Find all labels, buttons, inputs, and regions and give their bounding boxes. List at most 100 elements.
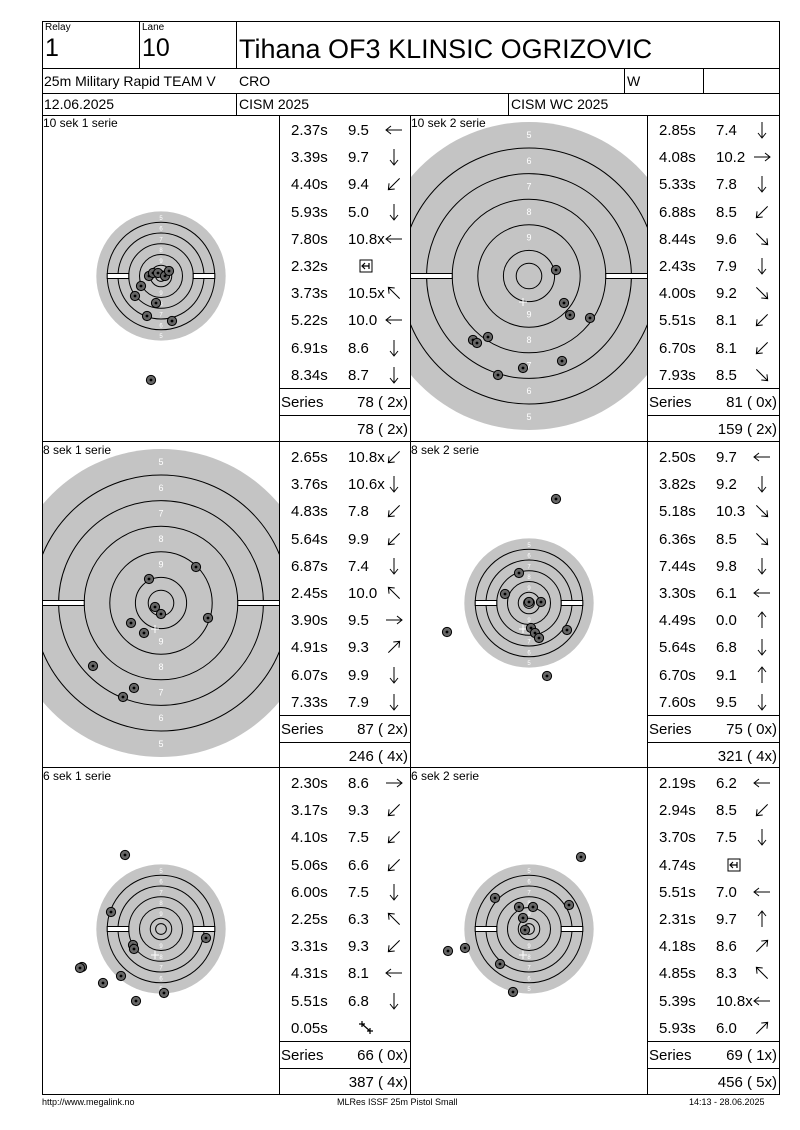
shot-score: 8.6: [716, 938, 737, 956]
shot-direction: [383, 935, 405, 957]
shot-direction: [751, 528, 773, 550]
svg-text:9: 9: [159, 291, 163, 297]
shot-time: 5.51s: [659, 312, 696, 330]
direction-arrow-icon: [755, 804, 769, 817]
shot-direction: [383, 364, 405, 386]
shot-hole: [141, 310, 153, 322]
shot-score: 8.5: [716, 366, 737, 384]
shot-direction: [383, 555, 405, 577]
divider: [279, 768, 280, 1094]
shot-direction: [383, 826, 405, 848]
shot-hole: [541, 670, 553, 682]
svg-text:5: 5: [158, 457, 163, 467]
direction-arrow-icon: [757, 829, 767, 847]
svg-text:9: 9: [527, 912, 531, 918]
direction-arrow-icon: [385, 125, 402, 135]
shot-score: 10.8x: [348, 449, 385, 466]
shot-time: 4.18s: [659, 938, 696, 956]
shot-direction: [383, 173, 405, 195]
direction-arrow-icon: [387, 178, 401, 191]
shot-score: 7.4: [348, 557, 369, 575]
direction-arrow-icon: [757, 639, 767, 657]
shot-score: 7.5: [716, 829, 737, 847]
direction-arrow-icon: [755, 368, 769, 382]
shot-time: 4.00s: [659, 285, 696, 303]
shot-direction: [751, 691, 773, 713]
shot-hole: [494, 958, 506, 970]
direction-arrow-icon: [755, 341, 769, 354]
shot-time: 4.49s: [659, 612, 696, 630]
divider: [279, 115, 280, 441]
shot-time: 4.85s: [659, 965, 696, 983]
direction-arrow-icon: [389, 476, 399, 493]
shot-direction: [751, 582, 773, 604]
series-title: 8 sek 1 serie: [43, 443, 112, 457]
running-total: 321 ( 4x): [717, 748, 777, 765]
series-total: 75 ( 0x): [726, 721, 777, 738]
shot-hole: [507, 986, 519, 998]
shot-direction: [383, 962, 405, 984]
svg-text:5: 5: [527, 987, 531, 993]
svg-text:8: 8: [159, 302, 163, 308]
shot-score: 9.9: [348, 530, 369, 548]
direction-arrow-icon: [753, 887, 770, 897]
svg-text:8: 8: [526, 207, 531, 217]
direction-arrow-icon: [389, 883, 399, 901]
shot-direction: [383, 908, 405, 930]
shot-score: 9.7: [716, 911, 737, 928]
shot-hole: [105, 906, 117, 918]
svg-text:9: 9: [526, 233, 531, 243]
series-label: Series: [281, 394, 324, 411]
svg-text:7: 7: [158, 688, 163, 698]
shot-direction: [751, 1017, 773, 1039]
direction-arrow-icon: [389, 693, 399, 711]
divider: [647, 115, 648, 441]
shot-score: 10.8x: [348, 230, 385, 248]
divider: [279, 442, 280, 768]
direction-arrow-icon: [387, 804, 401, 817]
shot-time: 4.83s: [291, 503, 328, 521]
time-fault-icon: [359, 1020, 373, 1034]
svg-text:6: 6: [527, 880, 531, 886]
shot-hole: [143, 573, 155, 585]
shot-score: 6.2: [716, 775, 737, 792]
svg-text:5: 5: [159, 334, 163, 340]
shot-time: 7.93s: [659, 366, 696, 384]
shot-direction: [383, 609, 405, 631]
shot-score: 7.5: [348, 883, 369, 901]
svg-text:9: 9: [159, 259, 163, 265]
shot-score: 7.8: [348, 503, 369, 521]
direction-arrow-icon: [387, 532, 401, 545]
direction-arrow-icon: [757, 476, 767, 493]
svg-text:5: 5: [527, 543, 531, 549]
direction-arrow-icon: [757, 665, 767, 683]
event-name: 25m Military Rapid TEAM V: [44, 73, 216, 89]
shot-direction: [383, 473, 405, 495]
shot-direction: [751, 990, 773, 1012]
direction-arrow-icon: [389, 203, 399, 221]
shot-direction: [383, 664, 405, 686]
shot-score: 9.3: [348, 938, 369, 956]
direction-arrow-icon: [757, 258, 767, 275]
shot-time: 4.08s: [659, 149, 696, 167]
shot-hole: [441, 626, 453, 638]
svg-text:7: 7: [527, 640, 531, 646]
shot-direction: [751, 881, 773, 903]
shot-score: 0.0: [716, 612, 737, 630]
target-0: 5 5 6 6 7 7 8 8 9 9: [43, 115, 279, 441]
gender: W: [627, 73, 641, 89]
shot-hole: [135, 280, 147, 292]
shot-hole: [163, 265, 175, 277]
direction-arrow-icon: [755, 532, 769, 545]
footer-website[interactable]: http://www.megalink.no: [42, 1097, 135, 1107]
shot-hole: [138, 627, 150, 639]
series-total: 78 ( 2x): [357, 394, 408, 411]
shot-direction: [383, 228, 405, 250]
svg-text:8: 8: [158, 534, 163, 544]
shot-direction: [751, 255, 773, 277]
shot-direction: [383, 691, 405, 713]
svg-text:9: 9: [158, 560, 163, 570]
